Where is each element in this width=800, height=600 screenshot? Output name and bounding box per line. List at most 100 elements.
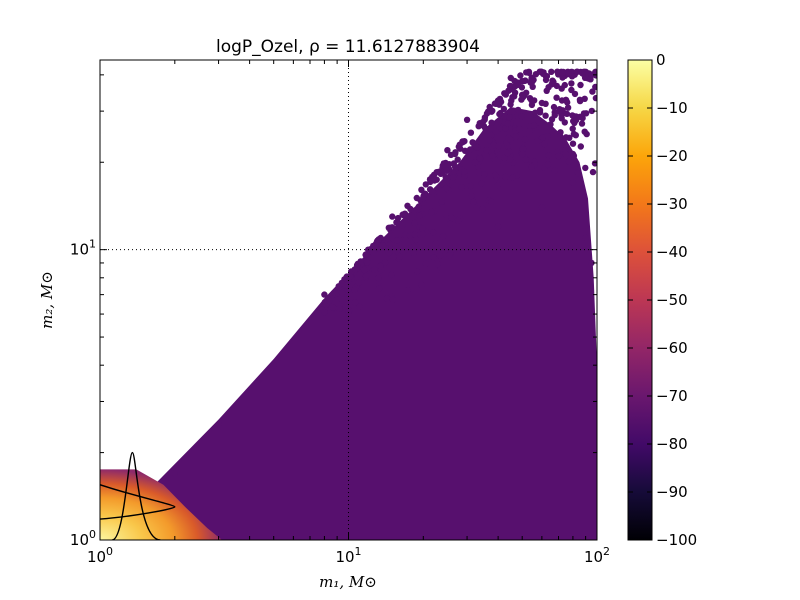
- scatter-point: [570, 152, 578, 159]
- scatter-point: [342, 282, 349, 289]
- scatter-point: [454, 156, 461, 163]
- scatter-point: [442, 184, 450, 192]
- scatter-point: [561, 141, 569, 149]
- scatter-point: [542, 112, 549, 119]
- scatter-point: [504, 120, 511, 127]
- colorbar-tick-label: −20: [656, 147, 688, 165]
- scatter-point: [383, 295, 390, 302]
- scatter-point: [471, 159, 479, 166]
- scatter-point: [469, 139, 477, 147]
- scatter-points: [171, 68, 597, 477]
- scatter-point: [512, 133, 520, 140]
- scatter-point: [562, 134, 570, 141]
- scatter-point: [321, 309, 328, 316]
- scatter-point: [582, 234, 589, 241]
- scatter-point: [491, 171, 499, 179]
- scatter-point: [558, 85, 565, 92]
- scatter-point: [475, 168, 482, 176]
- scatter-point: [467, 129, 475, 136]
- scatter-point: [413, 194, 420, 202]
- scatter-point: [529, 78, 536, 85]
- scatter-point: [371, 266, 378, 273]
- m1-marginal-contour: [111, 451, 161, 540]
- scatter-point: [479, 205, 486, 213]
- colorbar-tick-label: −40: [656, 243, 688, 261]
- scatter-point: [555, 152, 562, 160]
- scatter-point: [418, 281, 425, 289]
- scatter-point: [430, 229, 437, 236]
- plot-area: [100, 68, 597, 540]
- scatter-point: [455, 217, 462, 224]
- scatter-point: [543, 87, 550, 95]
- colorbar-tick-label: 0: [656, 51, 666, 69]
- scatter-point: [481, 171, 488, 178]
- scatter-point: [369, 249, 377, 256]
- scatter-point: [564, 104, 572, 111]
- scatter-point: [439, 233, 447, 240]
- scatter-point: [578, 120, 586, 127]
- colorbar-tick-label: −60: [656, 339, 688, 357]
- scatter-point: [517, 72, 524, 79]
- scatter-point: [461, 168, 468, 175]
- scatter-point: [385, 249, 393, 257]
- scatter-point: [521, 136, 529, 143]
- scatter-point: [402, 231, 409, 238]
- scatter-point: [330, 304, 337, 311]
- scatter-point: [420, 195, 427, 202]
- scatter-point: [569, 140, 577, 147]
- scatter-point: [347, 273, 354, 280]
- m2-marginal-contour: [100, 484, 176, 520]
- y-axis-label: m₂, M⊙: [38, 271, 56, 329]
- scatter-point: [581, 128, 588, 135]
- scatter-point: [432, 267, 440, 275]
- scatter-point: [362, 272, 370, 280]
- scatter-point: [574, 169, 582, 177]
- scatter-point: [554, 68, 561, 75]
- scatter-point: [434, 260, 441, 268]
- scatter-point: [389, 296, 397, 303]
- scatter-point: [588, 71, 595, 79]
- scatter-point: [592, 94, 597, 102]
- x-tick-label: 102: [584, 545, 610, 566]
- scatter-point: [428, 208, 435, 216]
- scatter-point: [532, 109, 539, 116]
- scatter-point: [538, 204, 546, 211]
- scatter-point: [563, 110, 571, 118]
- scatter-point: [495, 142, 502, 150]
- scatter-point: [531, 97, 538, 104]
- scatter-point: [448, 178, 456, 186]
- scatter-point: [396, 253, 403, 260]
- scatter-point: [399, 222, 406, 229]
- scatter-point: [461, 147, 469, 154]
- scatter-point: [588, 107, 595, 115]
- scatter-point: [545, 152, 552, 159]
- scatter-point: [468, 192, 475, 200]
- scatter-point: [522, 77, 529, 84]
- scatter-point: [171, 469, 178, 477]
- scatter-point: [432, 240, 440, 247]
- scatter-point: [436, 252, 444, 259]
- scatter-point: [562, 96, 569, 104]
- scatter-point: [361, 266, 368, 274]
- scatter-point: [558, 115, 565, 122]
- scatter-point: [505, 87, 512, 94]
- scatter-point: [351, 286, 358, 293]
- x-axis-ticks: 100 101 102: [87, 60, 610, 566]
- scatter-point: [536, 106, 544, 114]
- scatter-point: [393, 237, 401, 244]
- scatter-point: [411, 219, 418, 226]
- colorbar-tick-label: −50: [656, 291, 688, 309]
- scatter-point: [488, 131, 495, 139]
- scatter-point: [571, 119, 578, 127]
- colorbar-tick-label: −30: [656, 195, 688, 213]
- scatter-point: [533, 137, 541, 145]
- scatter-point: [569, 179, 577, 186]
- scatter-point: [422, 260, 430, 267]
- scatter-point: [446, 220, 454, 228]
- scatter-point: [507, 74, 514, 82]
- scatter-point: [568, 80, 575, 87]
- scatter-point: [496, 101, 503, 108]
- scatter-point: [507, 136, 514, 143]
- scatter-point: [506, 114, 513, 121]
